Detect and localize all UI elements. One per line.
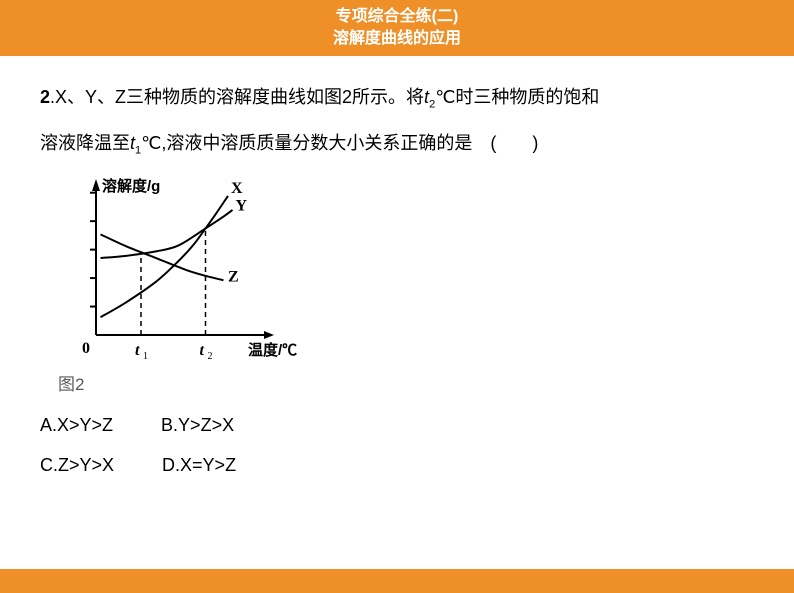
svg-text:温度/℃: 温度/℃ — [248, 341, 297, 359]
question-text-line1: 2.X、Y、Z三种物质的溶解度曲线如图2所示。将t2℃时三种物质的饱和 — [40, 78, 754, 124]
q-l2a: 溶液降温至 — [40, 133, 130, 153]
slide-header: 专项综合全练(二) 溶解度曲线的应用 — [0, 0, 794, 56]
svg-text:1: 1 — [143, 351, 148, 362]
svg-text:0: 0 — [82, 340, 90, 357]
question-text-line2: 溶液降温至t1℃,溶液中溶质质量分数大小关系正确的是 ( ) — [40, 124, 754, 170]
option-a: A.X>Y>Z — [40, 405, 113, 445]
svg-text:溶解度/g: 溶解度/g — [102, 177, 160, 195]
svg-text:t: t — [135, 342, 140, 359]
svg-text:Z: Z — [228, 269, 239, 286]
option-d: D.X=Y>Z — [162, 445, 236, 485]
q-l1b: ℃时三种物质的饱和 — [435, 87, 599, 107]
solubility-chart: 0t1t2溶解度/g温度/℃XYZ — [58, 175, 306, 363]
chart-container: 0t1t2溶解度/g温度/℃XYZ 图2 — [58, 175, 754, 395]
option-b: B.Y>Z>X — [161, 405, 234, 445]
q-l1a: .X、Y、Z三种物质的溶解度曲线如图2所示。将 — [50, 87, 424, 107]
svg-text:t: t — [200, 342, 205, 359]
svg-text:X: X — [231, 180, 243, 197]
q-l2b: ℃,溶液中溶质质量分数大小关系正确的是 ( ) — [141, 133, 538, 153]
svg-text:Y: Y — [236, 198, 248, 215]
options-block: A.X>Y>Z B.Y>Z>X C.Z>Y>X D.X=Y>Z — [40, 405, 754, 485]
footer-bar — [0, 569, 794, 593]
figure-caption: 图2 — [58, 370, 754, 395]
question-number: 2 — [40, 87, 50, 107]
option-c: C.Z>Y>X — [40, 445, 114, 485]
header-line2: 溶解度曲线的应用 — [0, 28, 794, 50]
content-area: 2.X、Y、Z三种物质的溶解度曲线如图2所示。将t2℃时三种物质的饱和 溶液降温… — [0, 56, 794, 485]
header-line1: 专项综合全练(二) — [0, 6, 794, 28]
svg-text:2: 2 — [208, 351, 213, 362]
